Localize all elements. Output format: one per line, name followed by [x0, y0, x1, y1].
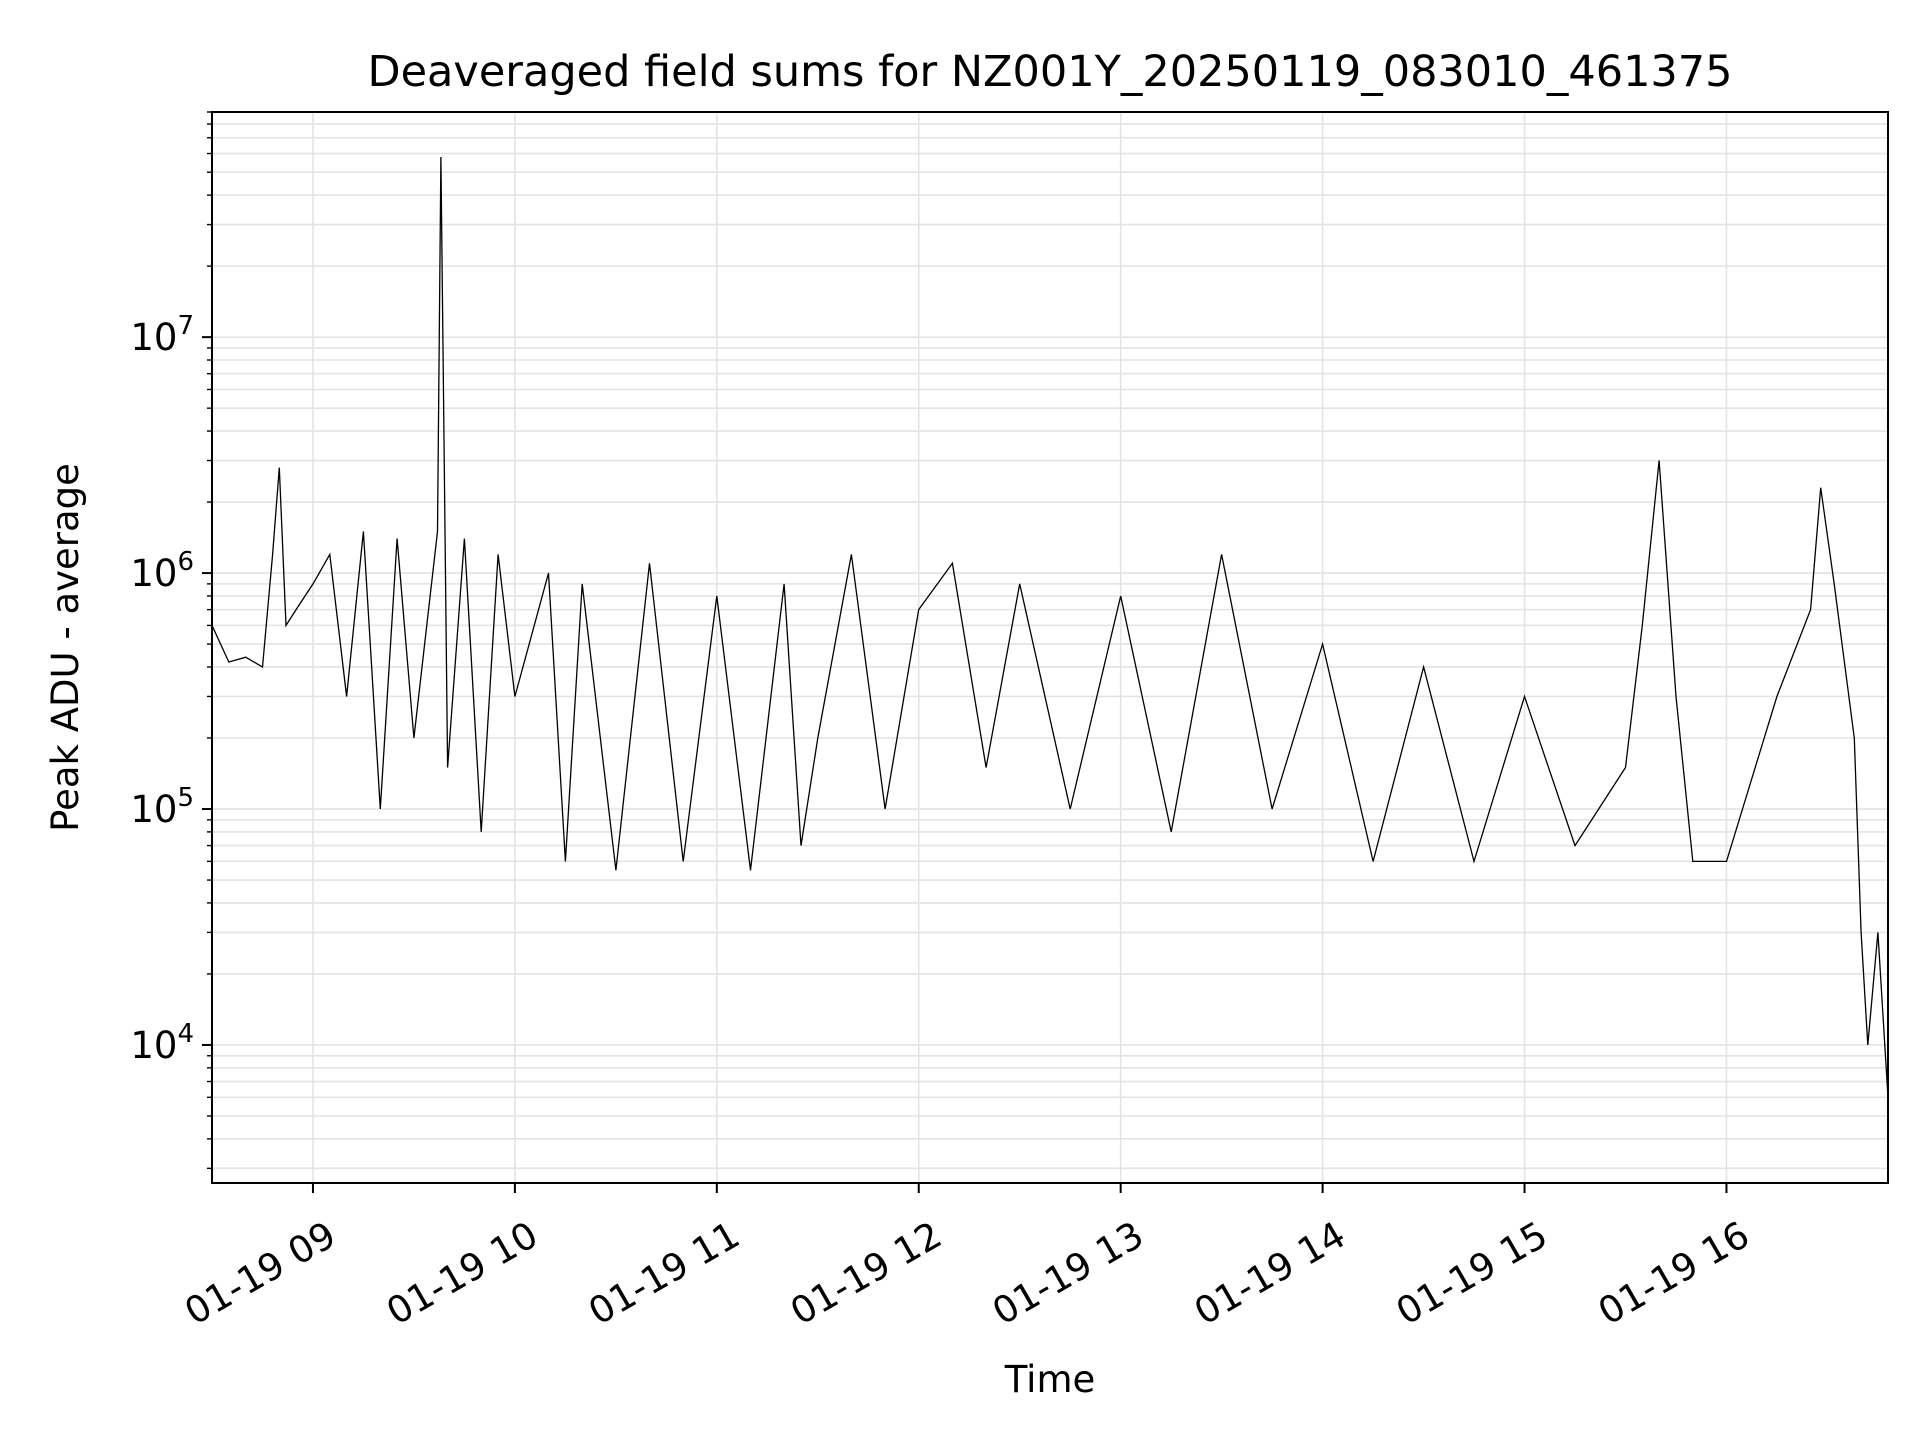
x-tick-label: 01-19 10 — [379, 1213, 545, 1333]
y-tick-label: 104 — [130, 1019, 194, 1067]
x-tick-label: 01-19 16 — [1591, 1213, 1757, 1333]
axis-ticks: 104 105 106 107 01-19 09 01-19 10 01-19 11 01-1… — [130, 111, 1757, 1334]
y-tick-label: 106 — [130, 547, 194, 595]
x-tick-label: 01-19 11 — [581, 1213, 747, 1333]
x-tick-label: 01-19 15 — [1389, 1213, 1555, 1333]
chart-title: Deaveraged field sums for NZ001Y_2025011… — [367, 47, 1732, 97]
series-line — [211, 156, 1889, 1098]
plot-frame — [211, 111, 1889, 1184]
x-tick-label: 01-19 13 — [985, 1213, 1151, 1333]
y-tick-label: 105 — [130, 783, 194, 831]
x-tick-label: 01-19 14 — [1187, 1213, 1353, 1333]
y-axis-label: Peak ADU - average — [44, 463, 87, 832]
x-tick-label: 01-19 12 — [783, 1213, 949, 1333]
plot-area — [211, 156, 1889, 1098]
x-axis-label: Time — [1004, 1358, 1096, 1401]
grid — [212, 111, 1888, 1183]
x-tick-label: 01-19 09 — [177, 1213, 343, 1333]
y-tick-label: 107 — [130, 311, 194, 359]
